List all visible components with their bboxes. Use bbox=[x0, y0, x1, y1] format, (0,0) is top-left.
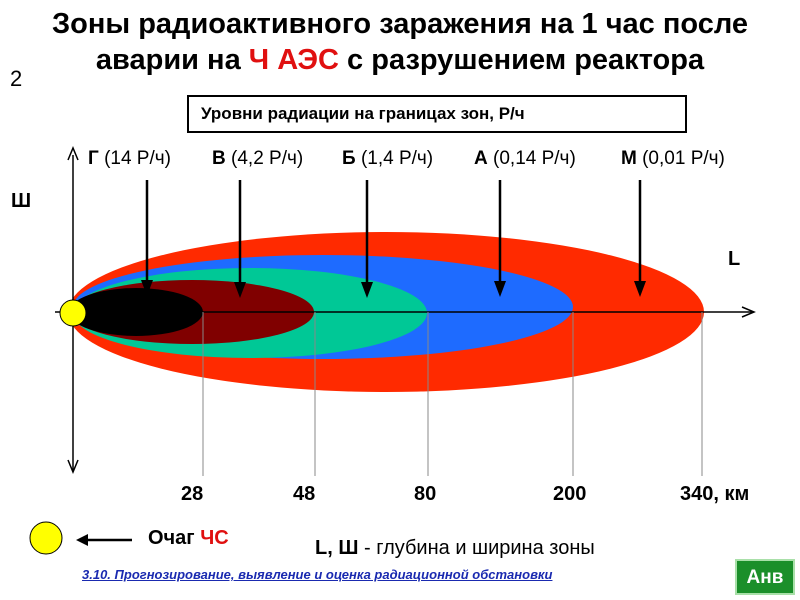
horizontal-axis-arrow bbox=[741, 306, 756, 318]
distance-label-48: 48 bbox=[293, 483, 316, 505]
zone-label-g: Г (14 Р/ч) bbox=[88, 148, 171, 169]
zone-b-arrow bbox=[361, 180, 373, 298]
vertical-axis-top-arrow bbox=[67, 146, 79, 161]
zone-label-v: В (4,2 Р/ч) bbox=[212, 148, 304, 169]
distance-label-80: 80 bbox=[414, 483, 437, 505]
zone-label-a: А (0,14 Р/ч) bbox=[474, 148, 576, 169]
legend-arrow-head bbox=[76, 534, 88, 546]
anv-button[interactable]: Анв bbox=[735, 559, 795, 595]
slide-number: 2 bbox=[10, 66, 23, 91]
title-highlight: Ч АЭС bbox=[248, 44, 339, 76]
vertical-axis-bottom-arrow bbox=[67, 459, 79, 474]
legend-source-icon bbox=[29, 521, 63, 555]
zone-label-b: Б (1,4 Р/ч) bbox=[342, 148, 434, 169]
zone-label-m: М (0,01 Р/ч) bbox=[621, 148, 725, 169]
width-axis-label: Ш bbox=[11, 190, 32, 212]
zone-m-arrow bbox=[634, 180, 646, 297]
length-axis-label: L bbox=[728, 248, 741, 270]
title-text-end: с разрушением реактора bbox=[339, 44, 705, 76]
distance-label-340: 340, км bbox=[680, 483, 750, 505]
caption: L, Ш - глубина и ширина зоны bbox=[315, 537, 595, 559]
zone-v-arrow bbox=[234, 180, 246, 298]
zone-g-arrow bbox=[141, 180, 153, 296]
zone-a-arrow bbox=[494, 180, 506, 297]
title-line-1: Зоны радиоактивного заражения на 1 час п… bbox=[51, 8, 749, 40]
legend-box: Уровни радиации на границах зон, Р/ч bbox=[187, 95, 687, 133]
emergency-source-icon bbox=[59, 299, 87, 327]
title-text: аварии на bbox=[95, 44, 249, 76]
source-legend-label: Очаг ЧС bbox=[148, 527, 229, 549]
distance-label-200: 200 bbox=[553, 483, 587, 505]
distance-label-28: 28 bbox=[181, 483, 204, 505]
slide-title: Зоны радиоактивного заражения на 1 час п… bbox=[0, 6, 800, 78]
title-line-2: аварии на Ч АЭС с разрушением реактора bbox=[0, 42, 800, 78]
section-link[interactable]: 3.10. Прогнозирование, выявление и оценк… bbox=[82, 567, 553, 582]
